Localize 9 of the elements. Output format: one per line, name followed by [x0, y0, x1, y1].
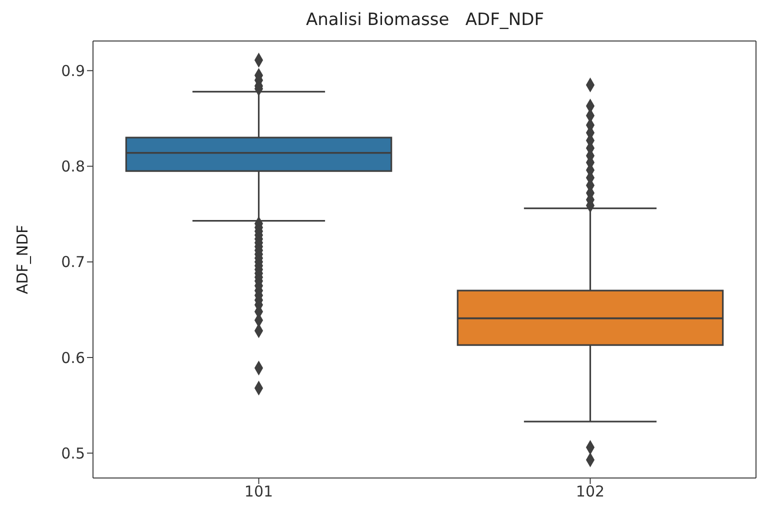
chart-title: Analisi Biomasse ADF_NDF [305, 10, 545, 30]
y-axis-title: ADF_NDF [13, 224, 32, 294]
y-tick-label: 0.7 [61, 253, 85, 272]
y-tick-label: 0.9 [61, 62, 85, 80]
y-tick-label: 0.8 [61, 158, 85, 176]
x-tick-label: 102 [576, 482, 605, 501]
y-tick-label: 0.6 [61, 348, 85, 367]
x-tick-label: 101 [244, 482, 274, 501]
y-tick-label: 0.5 [61, 444, 85, 462]
